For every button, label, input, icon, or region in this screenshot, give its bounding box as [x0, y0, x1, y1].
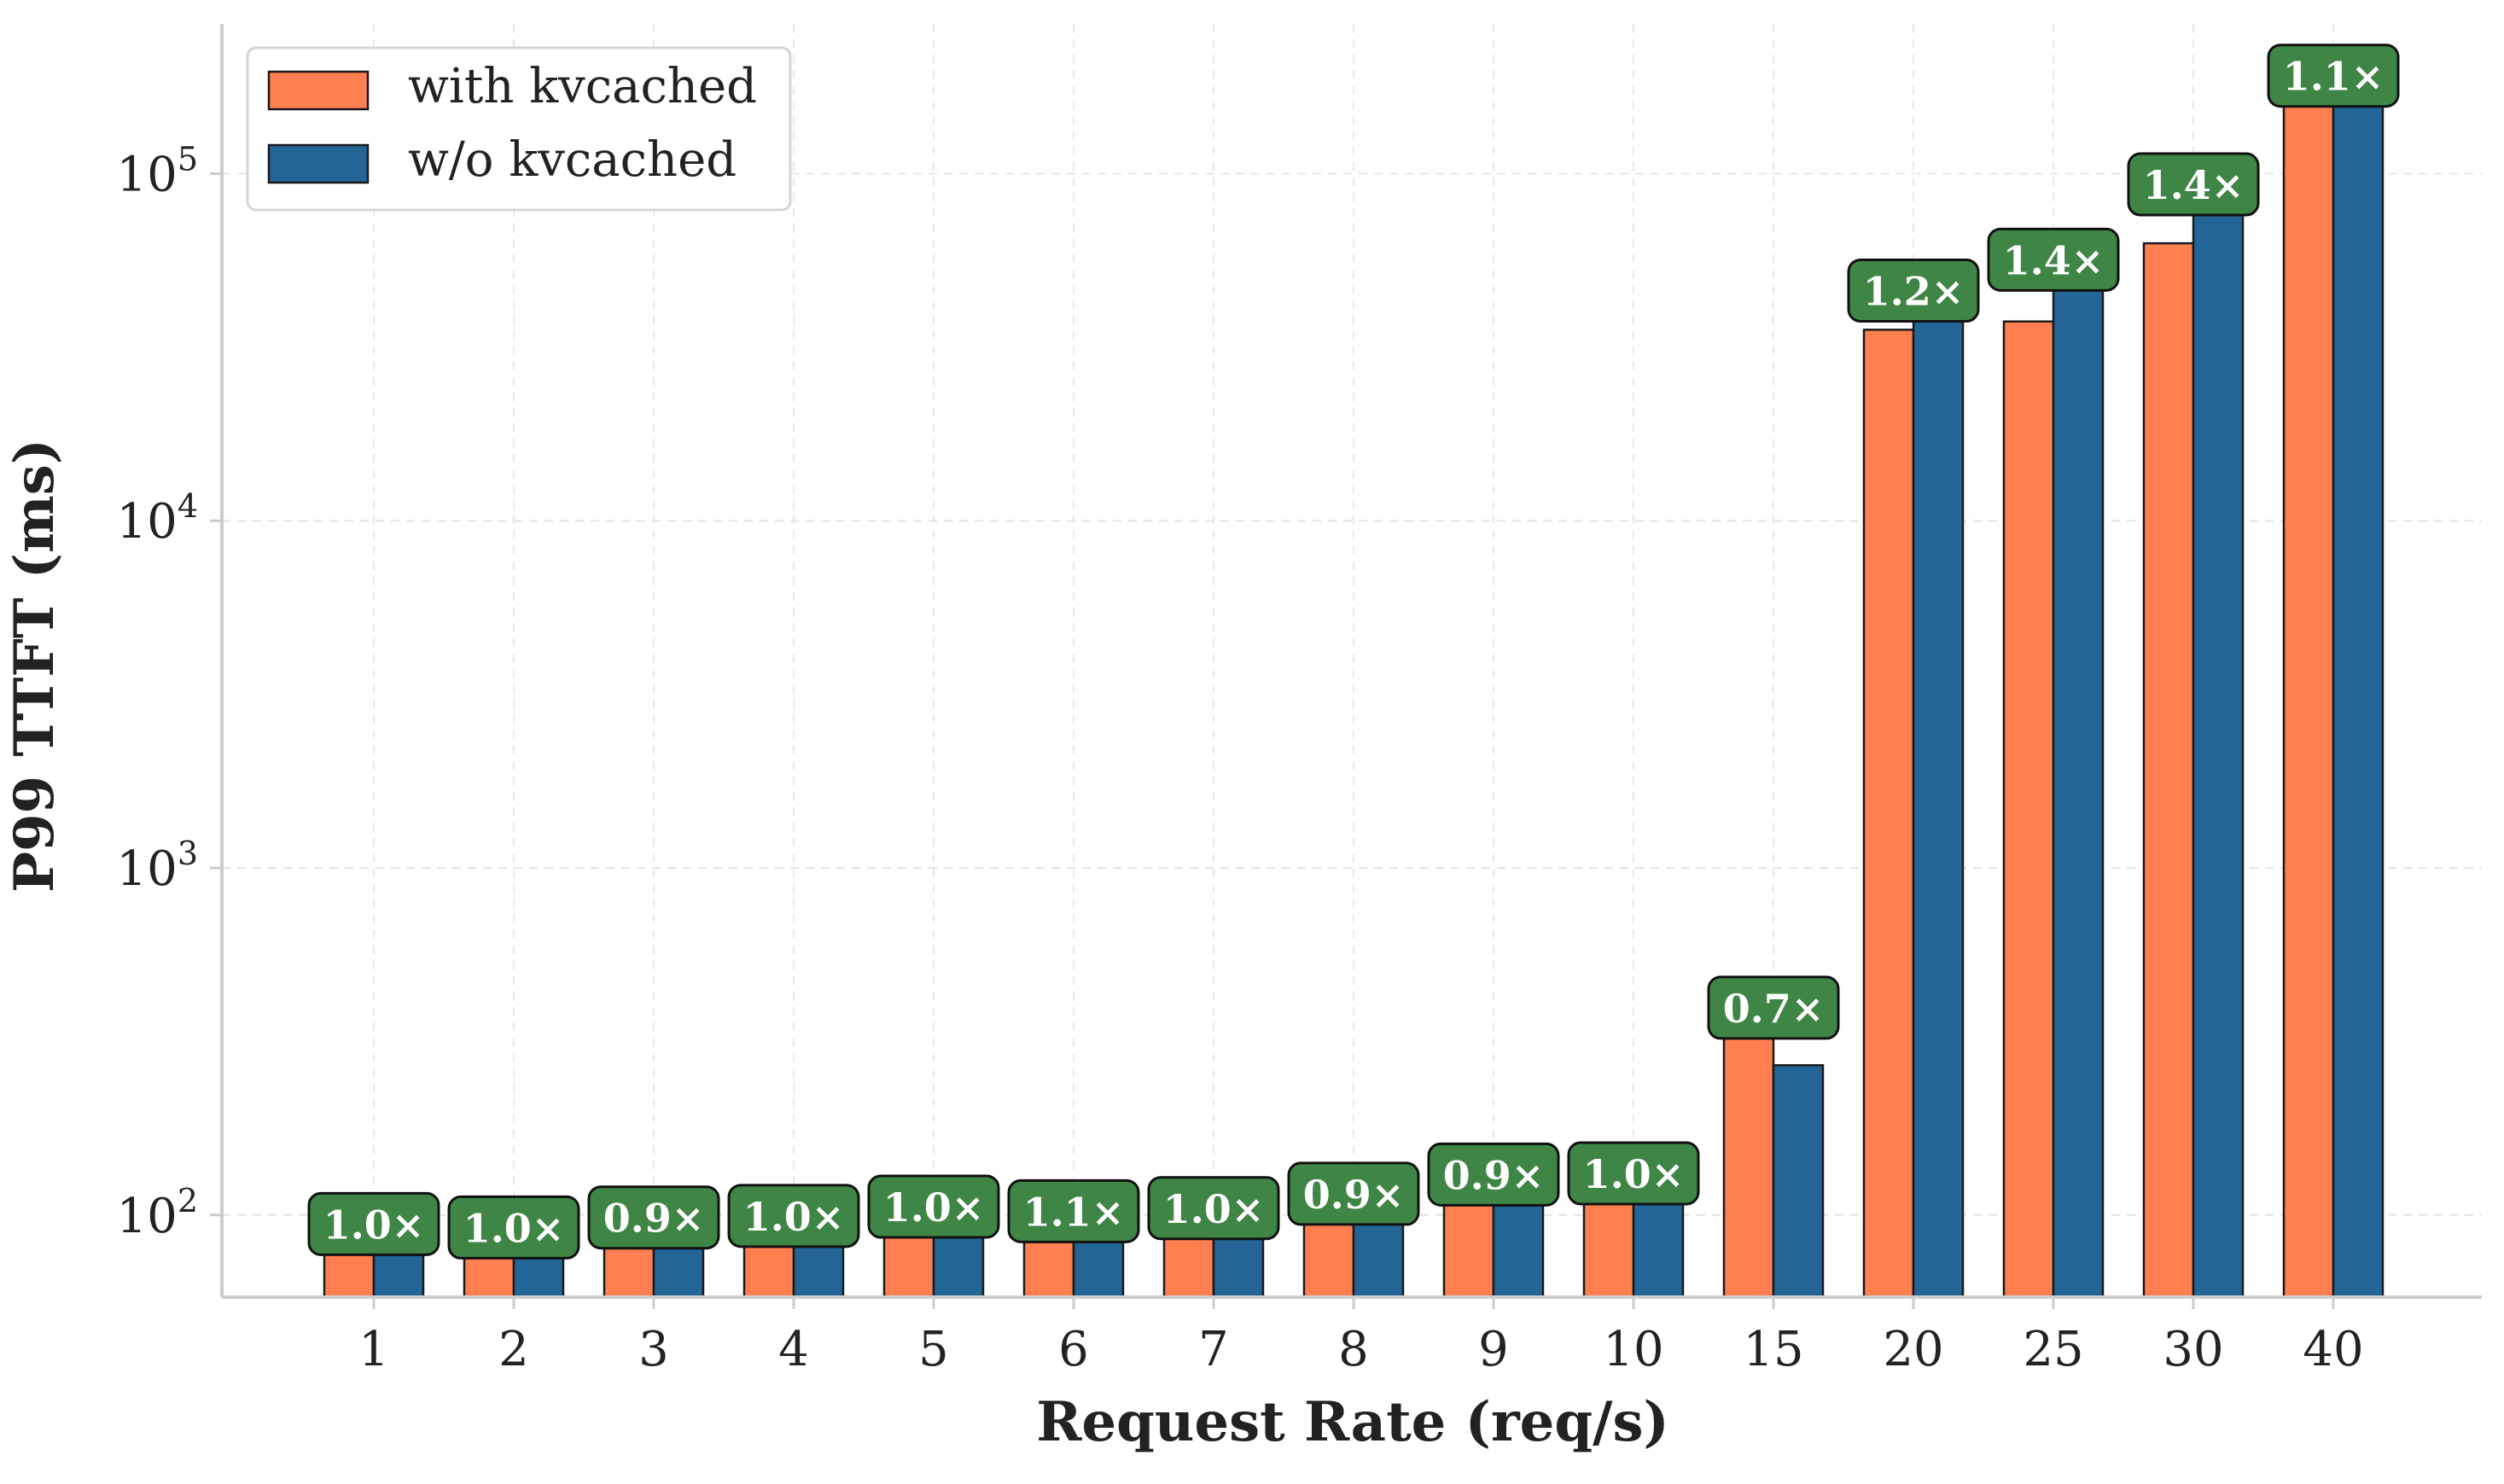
y-tick-base: 10: [117, 147, 178, 202]
x-tick-label: 30: [2163, 1322, 2223, 1377]
speedup-label: 1.2×: [1863, 268, 1965, 314]
x-tick-label: 25: [2023, 1322, 2083, 1377]
legend-frame: [246, 46, 792, 212]
speedup-label: 1.4×: [2003, 237, 2105, 283]
speedup-label: 0.9×: [603, 1196, 705, 1242]
bar-without-kvcached: [1912, 296, 1965, 1299]
x-tick-label: 5: [918, 1322, 949, 1377]
speedup-badge: [587, 1185, 720, 1250]
y-axis-title: P99 TTFT (ms): [3, 439, 67, 893]
speedup-label: 1.0×: [463, 1205, 565, 1251]
bar-without-kvcached: [1772, 1064, 1825, 1299]
x-tick-label: 10: [1603, 1322, 1663, 1377]
y-tick-label: 102: [117, 1182, 198, 1244]
speedup-badge: [2267, 44, 2400, 108]
bar-without-kvcached: [1492, 1195, 1545, 1299]
x-tick-label: 20: [1883, 1322, 1943, 1377]
speedup-badge: [1427, 1142, 1560, 1207]
x-tick-label: 6: [1058, 1322, 1089, 1377]
bar-without-kvcached: [1352, 1215, 1405, 1299]
x-tick-label: 3: [638, 1322, 669, 1377]
x-tick-label: 2: [498, 1322, 529, 1377]
x-tick-label: 15: [1743, 1322, 1803, 1377]
speedup-label: 1.0×: [1163, 1186, 1265, 1232]
x-tick-label: 9: [1478, 1322, 1509, 1377]
x-tick-label: 8: [1338, 1322, 1369, 1377]
annotation-layer: 1.0× 1.0× 0.9× 1.0× 1.0× 1.1× 1.0× 0.9× 0.9× 1.0×…: [307, 44, 2400, 1260]
speedup-label: 1.1×: [1023, 1189, 1125, 1235]
speedup-label: 1.4×: [2143, 162, 2245, 208]
y-tick-label: 105: [117, 140, 198, 202]
bar-without-kvcached: [2052, 265, 2105, 1299]
speedup-label: 1.0×: [743, 1194, 845, 1240]
speedup-badge: [1707, 975, 1840, 1040]
speedup-badge: [1287, 1161, 1420, 1226]
y-tick-exponent: 4: [178, 487, 198, 525]
speedup-label: 1.0×: [883, 1184, 985, 1231]
speedup-badge: [447, 1195, 580, 1260]
speedup-label: 1.1×: [2283, 54, 2385, 100]
legend-label-with-kvcached: with kvcached: [408, 59, 757, 114]
y-tick-base: 10: [117, 494, 178, 550]
x-axis-title: Request Rate (req/s): [1036, 1390, 1669, 1454]
speedup-badge: [867, 1174, 1000, 1239]
speedup-badge: [1147, 1176, 1280, 1241]
bar-without-kvcached: [2332, 81, 2385, 1299]
speedup-badge: [1567, 1141, 1700, 1206]
speedup-badge: [1007, 1178, 1140, 1243]
legend: with kvcached w/o kvcached: [246, 46, 792, 212]
bar-with-kvcached: [1862, 329, 1915, 1299]
speedup-badge: [1987, 227, 2120, 292]
x-tick-label: 4: [778, 1322, 809, 1377]
speedup-badge: [727, 1184, 860, 1248]
y-tick-base: 10: [117, 1189, 178, 1244]
bar-with-kvcached: [2002, 320, 2055, 1299]
legend-swatch-with-kvcached: [267, 70, 370, 111]
speedup-label: 0.9×: [1303, 1172, 1405, 1218]
bar-without-kvcached: [2192, 189, 2245, 1299]
speedup-badge: [2127, 152, 2260, 217]
legend-label-without-kvcached: w/o kvcached: [408, 132, 737, 188]
speedup-label: 0.7×: [1723, 986, 1825, 1032]
speedup-label: 1.0×: [323, 1202, 425, 1248]
bar-with-kvcached: [2142, 242, 2195, 1299]
x-tick-label: 7: [1198, 1322, 1229, 1377]
bar-with-kvcached: [1722, 1013, 1775, 1299]
y-tick-label: 104: [117, 487, 198, 550]
y-tick-exponent: 3: [178, 835, 198, 872]
y-tick-label: 103: [117, 835, 198, 897]
y-tick-exponent: 5: [178, 140, 198, 177]
y-tick-base: 10: [117, 841, 178, 897]
y-tick-exponent: 2: [178, 1182, 198, 1219]
x-tick-label: 40: [2303, 1322, 2363, 1377]
speedup-label: 1.0×: [1583, 1151, 1685, 1197]
x-tick-label: 1: [358, 1322, 389, 1377]
bar-without-kvcached: [1632, 1186, 1685, 1299]
legend-swatch-without-kvcached: [267, 143, 370, 184]
speedup-label: 0.9×: [1443, 1152, 1545, 1198]
speedup-badge: [307, 1191, 440, 1256]
bar-with-kvcached: [2282, 96, 2335, 1299]
speedup-badge: [1847, 258, 1980, 323]
